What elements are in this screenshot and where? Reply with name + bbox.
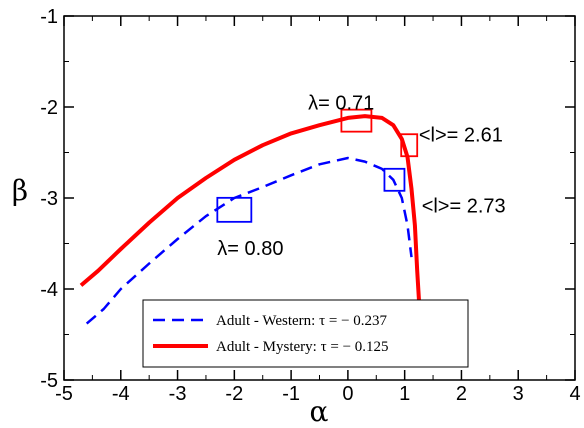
annotation-label: <l>= 2.73: [422, 195, 506, 217]
series-layer: [79, 114, 422, 325]
x-tick-label: 3: [513, 383, 524, 405]
axis-ticks: [63, 15, 576, 381]
annotation-label: λ= 0.71: [308, 92, 374, 114]
tick-labels: -5 -4 -3 -2 -1 0 1 2 3 4 -5 -4 -3 -2 -1: [40, 6, 580, 405]
legend-box: [142, 299, 469, 368]
y-tick-label: -1: [40, 6, 58, 28]
annotation-label: <l>= 2.61: [419, 124, 503, 146]
x-tick-label: -4: [112, 383, 130, 405]
highlight-marker: [216, 196, 253, 223]
legend: Adult - Western: τ = − 0.237 Adult - Mys…: [142, 299, 469, 368]
series-line-0: [85, 156, 413, 325]
x-tick-label: 4: [569, 383, 580, 405]
x-tick-label: -2: [225, 383, 243, 405]
highlight-marker: [400, 133, 419, 158]
y-axis-title: β: [12, 174, 28, 207]
y-tick-label: -3: [40, 188, 58, 210]
highlight-marker: [383, 167, 406, 192]
legend-label-western: Adult - Western: τ = − 0.237: [216, 313, 388, 329]
y-tick-label: -4: [40, 279, 58, 301]
annotation-layer: λ= 0.71 <l>= 2.61 <l>= 2.73 λ= 0.80: [217, 92, 505, 260]
x-tick-label: 2: [456, 383, 467, 405]
x-tick-label: -1: [282, 383, 300, 405]
x-tick-label: -3: [169, 383, 187, 405]
series-line-1: [79, 114, 422, 308]
x-axis-title: α: [310, 395, 329, 428]
y-tick-label: -2: [40, 97, 58, 119]
annotation-label: λ= 0.80: [217, 238, 283, 260]
x-tick-label: 0: [342, 383, 353, 405]
y-tick-label: -5: [40, 370, 58, 392]
x-tick-label: -5: [55, 383, 73, 405]
marker-layer: [216, 108, 419, 223]
highlight-marker: [340, 108, 373, 133]
x-tick-label: 1: [399, 383, 410, 405]
legend-label-mystery: Adult - Mystery: τ = − 0.125: [216, 339, 389, 355]
